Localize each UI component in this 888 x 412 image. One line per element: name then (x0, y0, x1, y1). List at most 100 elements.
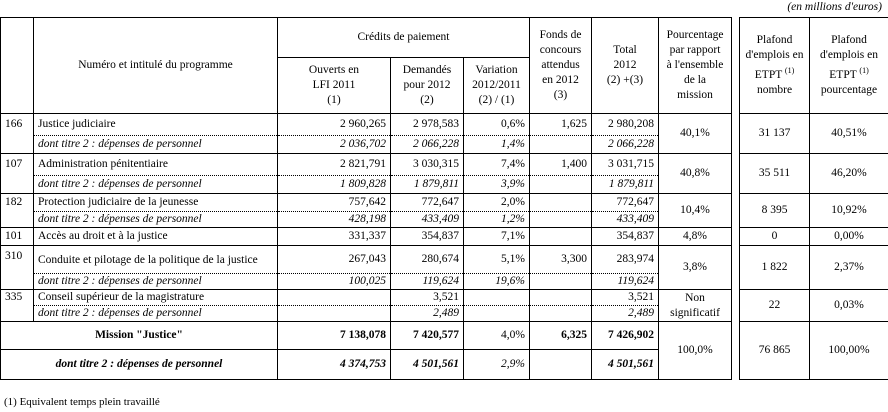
sub-fonds-value (529, 135, 593, 154)
header-fonds: Fonds de concours attendus en 2012 (3) (529, 17, 593, 114)
mission-sub-demandes-value: 4 501,561 (390, 349, 464, 380)
programme-code: 182 (0, 193, 34, 228)
sub-fonds-value (529, 273, 593, 290)
sub-demandes-value: 119,624 (390, 273, 464, 290)
sub-total-value: 433,409 (591, 211, 660, 228)
table-row: 335 Conseil supérieur de la magistrature… (0, 289, 888, 322)
programme-label: Conduite et pilotage de la politique de … (33, 245, 278, 274)
mission-sub-fonds-value (529, 349, 593, 380)
sub-demandes-value: 2,489 (390, 305, 464, 322)
mission-total-value: 7 426,902 (591, 321, 660, 350)
pourcentage-value: 3,8% (658, 245, 733, 290)
pourcentage-value: 4,8% (658, 227, 733, 246)
ouverts-value: 2 960,265 (277, 113, 391, 136)
sub-demandes-value: 1 879,811 (390, 175, 464, 194)
mission-sub-ouverts-value: 4 374,753 (277, 349, 391, 380)
sub-label: dont titre 2 : dépenses de personnel (33, 305, 278, 322)
fonds-value (529, 193, 593, 212)
sub-ouverts-value (277, 305, 391, 322)
mission-etpt-pct-value: 100,00% (809, 321, 888, 380)
header-total: Total 2012 (2) +(3) (591, 17, 660, 114)
etpt-pct-value: 2,37% (809, 245, 888, 290)
header-plafond-pct: Plafond d'emplois en ETPT (1) pourcentage (809, 17, 888, 114)
ouverts-value: 2 821,791 (277, 153, 391, 176)
demandes-value: 2 978,583 (390, 113, 464, 136)
programme-label: Conseil supérieur de la magistrature (33, 289, 278, 306)
programme-code: 335 (0, 289, 34, 322)
total-value: 2 980,208 (591, 113, 660, 136)
mission-variation-value: 4,0% (462, 321, 531, 350)
total-value: 3,521 (591, 289, 660, 306)
variation-value: 2,0% (462, 193, 531, 212)
etpt-pct-value: 0,00% (809, 227, 888, 246)
sub-fonds-value (529, 175, 593, 194)
pourcentage-value: Non significatif (658, 289, 733, 322)
fonds-value (529, 227, 593, 246)
total-value: 3 031,715 (591, 153, 660, 176)
table-row: 310 Conduite et pilotage de la politique… (0, 245, 888, 290)
header-row-2: Ouverts en LFI 2011 (1) Demandés pour 2012(… (1, 57, 888, 114)
sub-label: dont titre 2 : dépenses de personnel (33, 135, 278, 154)
sub-total-value: 1 879,811 (591, 175, 660, 194)
etpt-pct-value: 10,92% (809, 193, 888, 228)
mission-total-row: Mission "Justice" 7 138,078 7 420,577 4,… (0, 321, 888, 380)
sub-demandes-value: 2 066,228 (390, 135, 464, 154)
mission-sub-row: dont titre 2 : dépenses de personnel 4 3… (0, 349, 888, 380)
ouverts-value (277, 289, 391, 306)
variation-value: 7,4% (462, 153, 531, 176)
header-code-cell (0, 17, 34, 114)
table-row: 166 Justice judiciaire 2 960,265 2 978,5… (0, 113, 888, 154)
etpt-pct-value: 46,20% (809, 153, 888, 194)
table-row: 182 Protection judiciaire de la jeunesse… (0, 193, 888, 228)
header-credits: Crédits de paiement (276, 17, 531, 58)
programme-label: Accès au droit et à la justice (33, 227, 278, 246)
sub-ouverts-value: 100,025 (277, 273, 391, 290)
demandes-value: 280,674 (390, 245, 464, 274)
etpt-pct-value: 0,03% (809, 289, 888, 322)
column-gap (731, 17, 741, 380)
programme-code: 166 (0, 113, 34, 154)
unit-note: (en millions d'euros) (787, 1, 882, 13)
sub-fonds-value (529, 211, 593, 228)
mission-ouverts-value: 7 138,078 (277, 321, 391, 350)
header-pourcentage: Pourcentage par rapport à l'ensemble de la m… (658, 17, 733, 114)
table-row: 107 Administration pénitentiaire 2 821,7… (0, 153, 888, 194)
fonds-value: 1,625 (529, 113, 593, 136)
budget-table: Numéro et intitulé du programme Crédits … (0, 17, 888, 380)
mission-fonds-value: 6,325 (529, 321, 593, 350)
mission-sub-total-value: 4 501,561 (591, 349, 660, 380)
fonds-value: 1,400 (529, 153, 593, 176)
pourcentage-value: 40,1% (658, 113, 733, 154)
programme-code: 107 (0, 153, 34, 194)
variation-value: 5,1% (462, 245, 531, 274)
mission-sub-label: dont titre 2 : dépenses de personnel (0, 349, 278, 380)
fonds-value: 3,300 (529, 245, 593, 274)
sub-total-value: 119,624 (591, 273, 660, 290)
header-ouverts: Ouverts en LFI 2011 (1) (277, 57, 391, 114)
etpt-nombre-value: 0 (739, 227, 811, 246)
etpt-nombre-value: 31 137 (739, 113, 811, 154)
mission-etpt-nombre-value: 76 865 (739, 321, 811, 380)
mission-demandes-value: 7 420,577 (390, 321, 464, 350)
table-row: 101 Accès au droit et à la justice 331,3… (0, 227, 888, 246)
variation-value: 0,6% (462, 113, 531, 136)
mission-pourcentage-value: 100,0% (658, 321, 733, 380)
sub-variation-value: 1,2% (462, 211, 531, 228)
etpt-nombre-value: 1 822 (739, 245, 811, 290)
table-row-sub: dont titre 2 : dépenses de personnel 1 8… (1, 175, 888, 194)
variation-value: 7,1% (462, 227, 531, 246)
programme-label: Protection judiciaire de la jeunesse (33, 193, 278, 212)
demandes-value: 3 030,315 (390, 153, 464, 176)
programme-label: Justice judiciaire (33, 113, 278, 136)
sub-label: dont titre 2 : dépenses de personnel (33, 175, 278, 194)
demandes-value: 354,837 (390, 227, 464, 246)
mission-label: Mission "Justice" (0, 321, 278, 350)
sub-variation-value (462, 305, 531, 322)
footnote: (1) Equivalent temps plein travaillé (4, 396, 160, 408)
total-value: 283,974 (591, 245, 660, 274)
programme-code: 101 (0, 227, 34, 246)
total-value: 354,837 (591, 227, 660, 246)
sub-label: dont titre 2 : dépenses de personnel (33, 273, 278, 290)
demandes-value: 3,521 (390, 289, 464, 306)
etpt-nombre-value: 22 (739, 289, 811, 322)
